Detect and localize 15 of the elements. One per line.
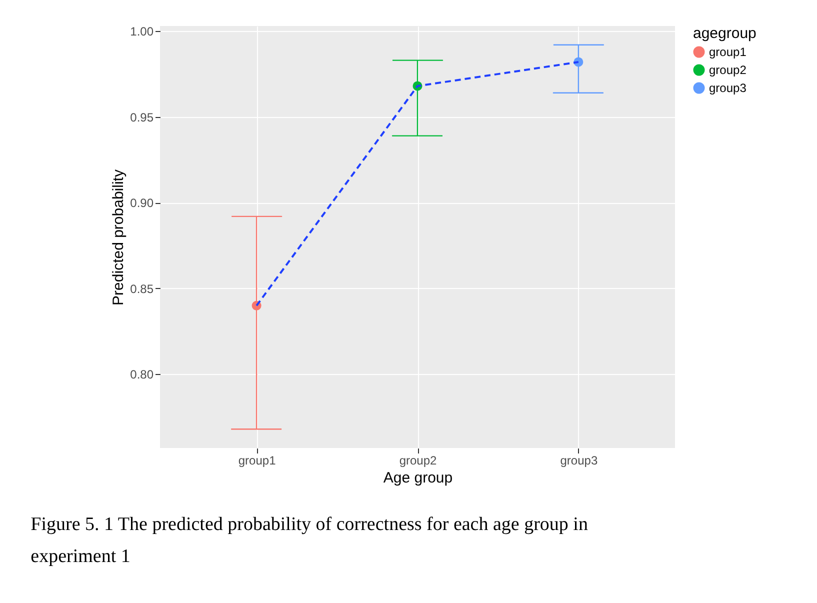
- x-tick-label: group1: [238, 454, 276, 468]
- y-tick-label: 0.95: [130, 110, 154, 124]
- legend-label: group1: [709, 45, 747, 59]
- legend-label: group3: [709, 81, 747, 95]
- caption: Figure 5. 1 The predicted probability of correctness for each age group in experiment 1: [30, 514, 588, 567]
- legend-title: agegroup: [693, 25, 756, 42]
- y-tick-label: 1.00: [130, 24, 154, 39]
- y-tick-label: 0.85: [130, 282, 154, 296]
- y-tick-label: 0.90: [130, 196, 154, 210]
- x-axis-title: Age group: [383, 470, 453, 486]
- y-axis-title: Predicted probability: [110, 169, 128, 306]
- x-tick-label: group3: [560, 454, 598, 468]
- x-tick-label: group2: [399, 454, 438, 468]
- y-tick-label: 0.80: [130, 368, 154, 382]
- legend-label: group2: [709, 63, 747, 77]
